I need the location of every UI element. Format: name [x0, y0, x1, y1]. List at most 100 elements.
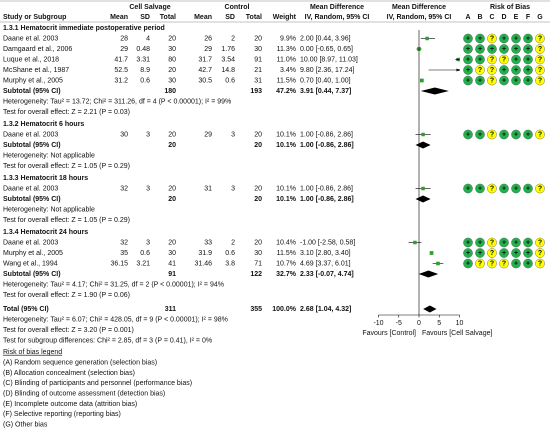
rob-symbol: + — [502, 46, 506, 53]
rob-circle — [487, 75, 497, 86]
rob-circle — [523, 44, 533, 54]
rob-circle — [475, 258, 485, 269]
rob-circle — [463, 183, 473, 194]
summary-label: Subtotal (95% CI) — [3, 88, 61, 95]
rob-symbol: + — [466, 67, 470, 74]
rob-circle — [487, 65, 497, 75]
header: IV, Random, 95% CI — [305, 14, 370, 21]
cell: 41 — [168, 260, 176, 267]
cell: 30 — [254, 46, 262, 53]
cell: 2 — [231, 35, 235, 42]
rob-symbol: + — [466, 186, 470, 193]
rob-symbol: ? — [538, 132, 542, 139]
weight: 11.5% — [277, 250, 296, 257]
x-tick-label: -10 — [373, 320, 383, 327]
rob-circle — [511, 44, 521, 54]
header: IV, Random, 95% CI — [387, 14, 452, 21]
ci: 1.00 [-0.86, 2.86] — [300, 196, 354, 203]
ci: 2.68 [1.04, 4.32] — [300, 306, 351, 313]
rob-symbol: + — [526, 46, 530, 53]
cell: 26 — [204, 35, 212, 42]
rob-circle — [475, 183, 485, 194]
total-2: 20 — [254, 142, 262, 149]
weight: 47.2% — [276, 88, 297, 95]
diamond — [418, 270, 439, 278]
rob-circle — [499, 75, 509, 86]
cell: 0.6 — [225, 250, 235, 257]
rob-symbol: ? — [490, 36, 494, 43]
cell: 31 — [204, 185, 212, 192]
ci: 1.00 [-0.86, 2.86] — [300, 185, 353, 192]
marker — [421, 132, 425, 137]
diamond — [423, 305, 437, 313]
cell: 52.5 — [114, 67, 128, 74]
rob-column: G — [537, 14, 543, 21]
study-name: Murphy et al., 2005 — [3, 77, 63, 84]
rob-circle — [535, 183, 545, 194]
rob-symbol: + — [514, 46, 518, 53]
marker — [425, 36, 429, 41]
rob-circle — [523, 54, 533, 65]
header: Mean Difference — [392, 4, 446, 11]
cell: 3 — [231, 185, 235, 192]
rob-symbol: + — [526, 36, 530, 43]
rob-symbol: + — [526, 261, 530, 268]
ci: 0.00 [-0.65, 0.65] — [300, 46, 353, 53]
cell: 1.76 — [221, 46, 235, 53]
rob-symbol: + — [490, 46, 494, 53]
rob-circle — [487, 248, 497, 258]
study-name: Damgaard et al., 2006 — [3, 46, 72, 53]
rob-symbol: + — [526, 132, 530, 139]
total-note: Test for overall effect: Z = 3.20 (P = 0… — [3, 327, 134, 334]
rob-symbol: + — [526, 250, 530, 257]
cell: 32 — [120, 239, 128, 246]
ci-arrow — [456, 68, 460, 72]
study-name: Daane et al. 2003 — [3, 185, 58, 192]
rob-symbol: ? — [490, 261, 494, 268]
cell: 20 — [168, 131, 176, 138]
ci: 2.00 [0.44, 3.96] — [300, 35, 351, 42]
rob-symbol: + — [514, 57, 518, 64]
ci: 3.91 [0.44, 7.37] — [300, 88, 351, 95]
cell: 36.15 — [110, 260, 128, 267]
overall-effect: Test for overall effect: Z = 1.05 (P = 0… — [3, 217, 130, 224]
rob-symbol: ? — [490, 186, 494, 193]
rob-symbol: + — [466, 261, 470, 268]
rob-circle — [499, 248, 509, 258]
rob-circle — [535, 129, 545, 140]
rob-circle — [523, 258, 533, 269]
diamond — [415, 195, 431, 203]
rob-symbol: ? — [490, 132, 494, 139]
ci: 1.00 [-0.86, 2.86] — [300, 142, 354, 149]
rob-circle — [499, 65, 509, 75]
summary-label: Subtotal (95% CI) — [3, 196, 61, 203]
weight: 11.0% — [277, 56, 296, 63]
rob-circle — [463, 75, 473, 86]
cell: 30 — [168, 46, 176, 53]
rob-circle — [511, 54, 521, 65]
rob-circle — [499, 183, 509, 194]
summary-label: Subtotal (95% CI) — [3, 142, 61, 149]
weight: 10.1% — [276, 131, 296, 138]
x-tick-label: 0 — [417, 320, 421, 327]
rob-circle — [463, 44, 473, 54]
overall-effect: Test for overall effect: Z = 1.05 (P = 0… — [3, 163, 130, 170]
rob-circle — [475, 65, 485, 75]
rob-symbol: ? — [478, 261, 482, 268]
rob-symbol: + — [514, 240, 518, 247]
rob-circle — [523, 65, 533, 75]
diamond — [415, 141, 431, 149]
cell: 4 — [146, 35, 150, 42]
weight: 32.7% — [276, 271, 297, 278]
cell: 14.8 — [221, 67, 235, 74]
weight: 10.1% — [276, 142, 297, 149]
rob-symbol: + — [514, 186, 518, 193]
weight: 9.9% — [280, 35, 296, 42]
rob-symbol: ? — [490, 240, 494, 247]
cell: 31.9 — [198, 250, 212, 257]
total-2: 122 — [250, 271, 262, 278]
rob-symbol: + — [466, 78, 470, 85]
favours-right: Favours [Cell Salvage] — [422, 330, 492, 337]
rob-circle — [523, 183, 533, 194]
